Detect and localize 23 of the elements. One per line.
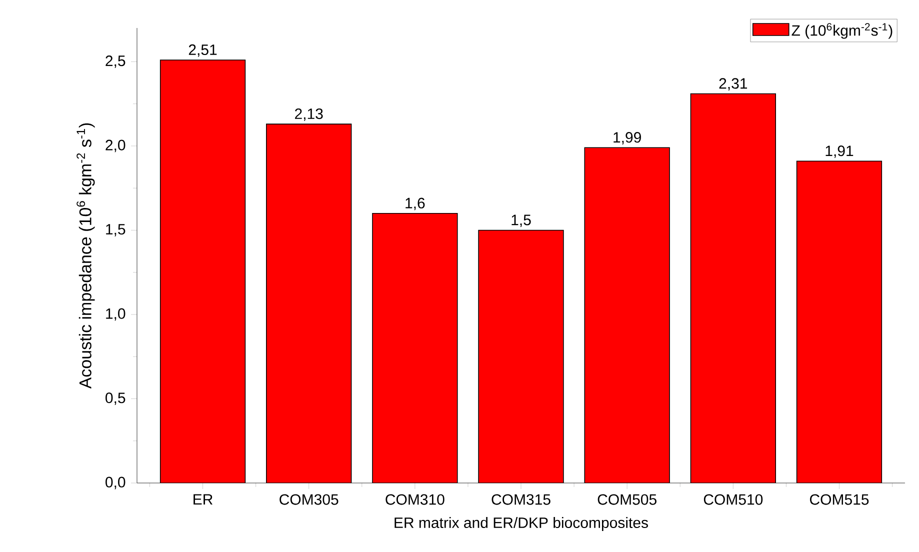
x-tick-label: ER — [194, 494, 212, 505]
y-axis-title: Acoustic impedance (10$^{6}$ kgm$^{-2}$ s$^{-1}$) — [76, 123, 95, 389]
x-tick-label: COM305 — [280, 494, 338, 505]
y-tick-label: 2,0 — [106, 140, 126, 152]
data-label: 2,51 — [188, 44, 217, 57]
data-label: 1,99 — [614, 132, 641, 144]
x-tick-label: COM515 — [810, 494, 869, 505]
y-tick-label: 1,0 — [106, 308, 126, 321]
y-tick-label: 2,5 — [106, 56, 126, 68]
y-tick-label: 0,0 — [106, 476, 126, 490]
data-label: 1,5 — [512, 214, 531, 228]
x-axis-title: ER matrix and ER/DKP biocomposites — [394, 517, 648, 531]
x-tick-label: COM510 — [704, 494, 763, 505]
data-label: 2,13 — [295, 108, 323, 121]
x-tick-label: COM310 — [386, 494, 444, 505]
y-tick-label: 0,5 — [106, 392, 126, 405]
legend-label: Z (10$^{6}$kgm$^{-2}$s$^{-1}$) — [792, 23, 892, 39]
data-label: 2,31 — [719, 78, 748, 91]
data-label: 1,91 — [826, 146, 854, 158]
x-tick-label: COM315 — [492, 494, 550, 505]
x-tick-label: COM505 — [598, 494, 656, 505]
y-tick-label: 1,5 — [106, 224, 126, 236]
data-label: 1,6 — [406, 198, 425, 210]
